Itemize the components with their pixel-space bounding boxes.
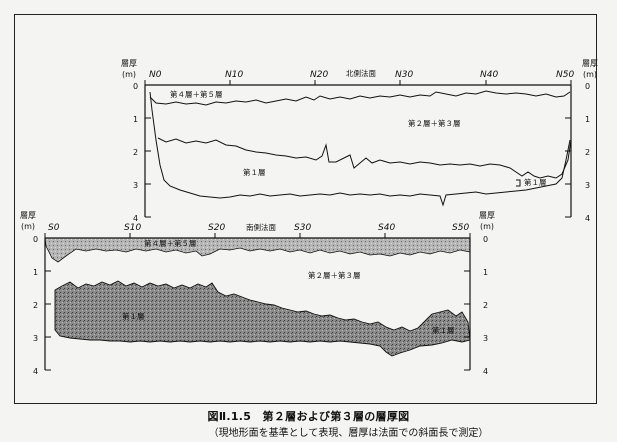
south-label-layer1-a: 第１層 — [122, 311, 145, 321]
north-boundary-layer1 — [149, 91, 571, 207]
south-ytick-right-4: 4 — [483, 367, 488, 376]
south-station-ticks — [44, 233, 471, 238]
south-left-ticks — [45, 237, 51, 371]
figure-subtitle: （現地形面を基準として表現、層厚は法面での斜面長で測定） — [208, 428, 489, 439]
north-station-N10: N10 — [225, 70, 243, 80]
north-station-ticks — [144, 80, 572, 85]
north-small-bracket — [516, 179, 521, 187]
south-station-S0: S0 — [48, 223, 60, 233]
north-ytick-right-0: 0 — [585, 82, 590, 91]
north-station-N40: N40 — [480, 70, 498, 80]
north-axis-label-right: 層厚 — [582, 59, 598, 68]
south-station-S20: S20 — [208, 223, 225, 233]
north-station-N0: N0 — [149, 70, 162, 80]
north-axis-unit-right: (m) — [583, 70, 597, 79]
north-slope-title: 北側法面 — [346, 68, 376, 78]
south-axis-label: 層厚 — [20, 211, 36, 220]
south-axis-unit-right: (m) — [480, 222, 494, 231]
south-right-ticks — [464, 237, 470, 371]
south-ytick-2: 2 — [33, 301, 38, 310]
south-axis-unit: (m) — [21, 222, 35, 231]
south-ytick-1: 1 — [33, 268, 38, 277]
south-axis-label-right: 層厚 — [479, 211, 495, 220]
north-ytick-2: 2 — [133, 148, 138, 157]
north-axis-unit: (m) — [122, 70, 136, 79]
north-ytick-right-1: 1 — [585, 115, 590, 124]
figure-title: 図Ⅱ.1.5 第２層および第３層の層厚図 — [207, 410, 410, 423]
south-layer45-fill — [44, 237, 471, 263]
south-station-S40: S40 — [378, 223, 395, 233]
south-ytick-3: 3 — [33, 334, 38, 343]
south-station-S10: S10 — [124, 223, 141, 233]
north-ytick-right-2: 2 — [585, 148, 590, 157]
figure-frame — [14, 14, 597, 404]
south-ytick-right-1: 1 — [483, 268, 488, 277]
south-section — [44, 233, 471, 371]
north-station-N50: N50 — [556, 70, 574, 80]
north-axis-label: 層厚 — [121, 59, 137, 68]
north-station-N30: N30 — [395, 70, 413, 80]
south-ytick-right-3: 3 — [483, 334, 488, 343]
north-ytick-0: 0 — [133, 82, 138, 91]
south-ytick-right-2: 2 — [483, 301, 488, 310]
south-ytick-4: 4 — [33, 367, 38, 376]
north-label-layer45: 第４層＋第５層 — [170, 89, 223, 99]
south-slope-title: 南側法面 — [246, 222, 276, 232]
south-ytick-right-0: 0 — [483, 235, 488, 244]
south-station-S50: S50 — [452, 223, 469, 233]
north-ytick-3: 3 — [133, 181, 138, 190]
north-label-layer23: 第２層＋第３層 — [408, 118, 461, 128]
south-ytick-0: 0 — [33, 235, 38, 244]
north-ytick-right-3: 3 — [585, 181, 590, 190]
north-ytick-right-4: 4 — [585, 214, 590, 223]
north-label-layer1-b: 第１層 — [524, 177, 547, 187]
south-station-S30: S30 — [294, 223, 311, 233]
north-station-N20: N20 — [310, 70, 328, 80]
north-label-layer1-a: 第１層 — [243, 167, 266, 177]
south-label-layer45: 第４層＋第５層 — [144, 238, 197, 248]
south-label-layer1-b: 第１層 — [432, 325, 455, 335]
north-section — [144, 80, 572, 218]
north-ytick-4: 4 — [133, 214, 138, 223]
north-ytick-1: 1 — [133, 115, 138, 124]
north-boundary-layer23 — [157, 137, 572, 179]
north-left-ticks — [145, 84, 151, 218]
south-layer1-fill — [54, 280, 471, 357]
north-boundary-layer45 — [149, 90, 571, 106]
south-label-layer23: 第２層＋第３層 — [308, 270, 361, 280]
